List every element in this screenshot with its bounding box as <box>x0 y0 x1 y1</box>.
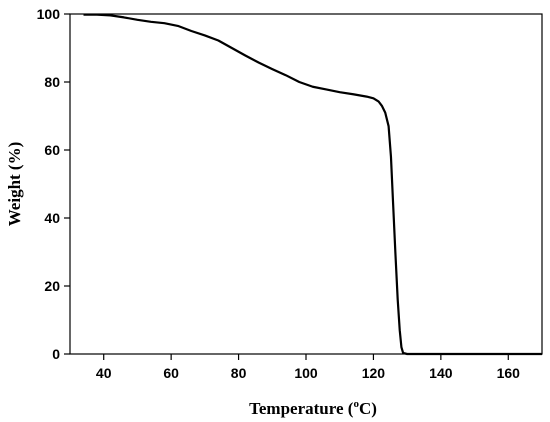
y-tick-label: 0 <box>52 346 60 362</box>
y-axis-ticks: 0 20 40 60 80 100 <box>37 6 70 362</box>
x-tick-label: 80 <box>231 365 247 381</box>
weight-curve <box>83 13 542 356</box>
y-tick-label: 20 <box>44 278 60 294</box>
x-tick-label: 40 <box>96 365 112 381</box>
x-axis-ticks: 40 60 80 100 120 140 160 <box>96 354 520 381</box>
x-tick-label: 100 <box>294 365 318 381</box>
x-tick-label: 160 <box>497 365 521 381</box>
x-tick-label: 60 <box>163 365 179 381</box>
x-tick-label: 120 <box>362 365 386 381</box>
y-axis-title: Weight (%) <box>5 142 24 227</box>
plot-frame <box>69 13 543 355</box>
y-tick-label: 60 <box>44 142 60 158</box>
y-tick-label: 80 <box>44 74 60 90</box>
x-axis-title: Temperature (oC) <box>249 398 377 418</box>
x-tick-label: 140 <box>429 365 453 381</box>
y-tick-label: 100 <box>37 6 61 22</box>
y-tick-label: 40 <box>44 210 60 226</box>
